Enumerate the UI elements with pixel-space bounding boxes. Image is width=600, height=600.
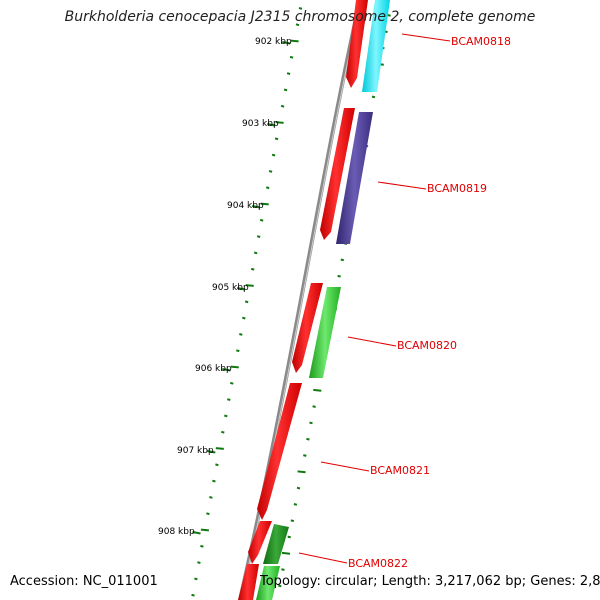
major-tick <box>275 121 284 124</box>
gene-arrow-red-3[interactable] <box>292 283 323 373</box>
gene-arrow-red-2[interactable] <box>320 108 355 240</box>
minor-tick <box>194 577 198 581</box>
minor-tick <box>268 170 273 173</box>
outer-minor-tick <box>290 519 295 523</box>
outer-minor-tick <box>306 437 310 441</box>
outer-major-tick <box>297 470 306 474</box>
gene-arrow-red-6[interactable] <box>238 564 259 600</box>
minor-tick <box>209 496 213 499</box>
gene-arrow-green-dark[interactable] <box>263 524 289 564</box>
tick-label-907: 907 kbp <box>177 446 214 456</box>
kbp-tick-2 <box>252 205 261 209</box>
minor-ticks <box>191 7 391 597</box>
major-ticks <box>192 39 384 555</box>
tick-label-906: 906 kbp <box>195 364 232 374</box>
gene-label-bcam0818[interactable]: BCAM0818 <box>451 35 511 48</box>
outer-major-tick <box>281 551 291 555</box>
callout-line-bcam0820 <box>347 336 397 347</box>
kbp-tick-1 <box>267 123 276 127</box>
outer-minor-tick <box>287 535 291 539</box>
minor-tick <box>221 430 225 434</box>
kbp-tick-0 <box>282 41 291 45</box>
gene-label-bcam0820[interactable]: BCAM0820 <box>397 339 457 352</box>
gene-arrow-red-4[interactable] <box>257 383 302 520</box>
tick-label-908: 908 kbp <box>158 527 195 537</box>
tick-label-902: 902 kbp <box>255 37 292 47</box>
tick-label-905: 905 kbp <box>212 283 249 293</box>
minor-tick <box>259 218 264 222</box>
outer-minor-tick <box>303 454 307 457</box>
outer-minor-tick <box>340 258 345 262</box>
outer-minor-tick <box>371 95 376 99</box>
minor-tick <box>197 561 201 564</box>
kbp-tick-4 <box>222 368 231 372</box>
minor-tick <box>191 593 195 597</box>
tick-label-904: 904 kbp <box>227 201 264 211</box>
outer-minor-tick <box>312 405 316 408</box>
kbp-tick-3 <box>237 287 246 291</box>
minor-tick <box>242 316 246 320</box>
major-tick <box>260 202 269 206</box>
kbp-tick-6 <box>192 531 201 535</box>
accession-text: Accession: NC_011001 <box>10 574 158 589</box>
minor-tick <box>230 381 234 385</box>
callout-line-bcam0822 <box>298 552 348 564</box>
major-tick <box>230 365 239 369</box>
minor-tick <box>244 300 249 304</box>
outer-minor-tick <box>281 568 285 571</box>
gene-arrow-red-1[interactable] <box>346 0 368 88</box>
major-tick <box>215 447 224 450</box>
callout-line-bcam0818 <box>401 33 451 42</box>
tick-label-903: 903 kbp <box>242 119 279 129</box>
kbp-tick-5 <box>207 450 216 454</box>
gene-arrow-purple[interactable] <box>336 112 373 244</box>
minor-tick <box>224 414 228 418</box>
minor-tick <box>206 512 210 516</box>
major-tick <box>290 39 299 43</box>
minor-tick <box>274 137 279 141</box>
minor-tick <box>286 72 291 75</box>
outer-minor-tick <box>309 421 313 425</box>
outer-minor-tick <box>337 274 341 278</box>
minor-tick <box>271 153 276 157</box>
outer-minor-tick <box>387 14 391 17</box>
major-tick <box>200 528 209 532</box>
minor-tick <box>265 186 270 190</box>
minor-tick <box>212 479 216 483</box>
minor-tick <box>215 463 219 467</box>
minor-tick <box>295 23 300 27</box>
minor-tick <box>289 55 294 59</box>
minor-tick <box>298 7 303 10</box>
gene-arrow-red-5[interactable] <box>248 521 272 564</box>
callout-line-bcam0821 <box>320 461 370 472</box>
minor-tick <box>200 544 204 548</box>
minor-tick <box>283 88 288 92</box>
outer-minor-tick <box>293 503 298 506</box>
callout-line-bcam0819 <box>377 181 427 190</box>
gene-arrow-green[interactable] <box>309 287 341 378</box>
minor-tick <box>236 349 240 353</box>
gene-arrow-green-light[interactable] <box>256 566 280 600</box>
gene-arrow-cyan[interactable] <box>362 0 390 92</box>
minor-tick <box>253 251 258 255</box>
outer-minor-tick <box>278 584 282 588</box>
minor-tick <box>239 333 243 336</box>
gene-label-bcam0822[interactable]: BCAM0822 <box>348 557 408 570</box>
outer-minor-tick <box>296 486 301 490</box>
gene-label-bcam0819[interactable]: BCAM0819 <box>427 182 487 195</box>
map-title: Burkholderia cenocepacia J2315 chromosom… <box>64 9 536 25</box>
genome-summary: Topology: circular; Length: 3,217,062 bp… <box>260 574 600 589</box>
major-tick <box>245 284 254 287</box>
outer-major-tick <box>313 388 322 392</box>
gene-label-bcam0821[interactable]: BCAM0821 <box>370 464 430 477</box>
minor-tick <box>256 235 261 238</box>
minor-tick <box>250 267 255 271</box>
minor-tick <box>280 104 285 108</box>
minor-tick <box>227 398 231 401</box>
